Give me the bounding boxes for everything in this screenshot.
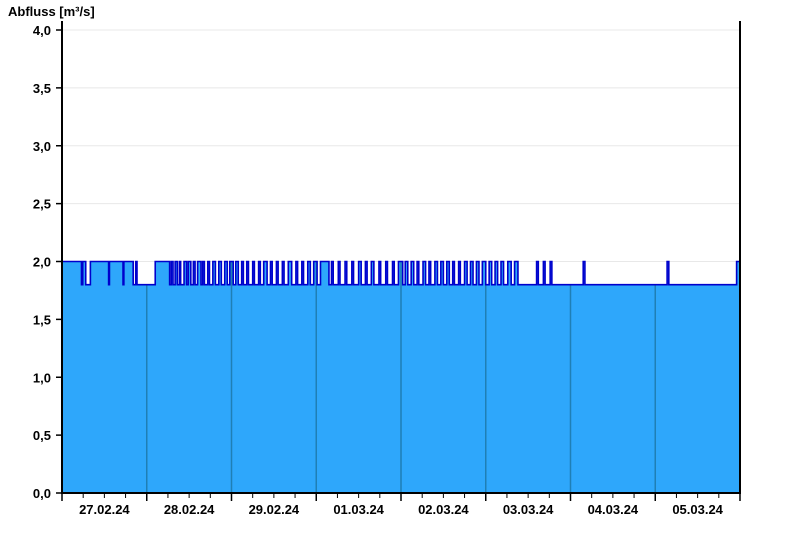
y-tick-label: 1,5 (33, 312, 51, 327)
y-tick-label: 2,0 (33, 255, 51, 270)
x-tick-label: 02.03.24 (418, 502, 469, 517)
x-tick-label: 03.03.24 (503, 502, 554, 517)
y-tick-label: 0,0 (33, 486, 51, 501)
y-tick-label: 3,0 (33, 139, 51, 154)
y-tick-label: 2,5 (33, 197, 51, 212)
y-tick-label: 3,5 (33, 81, 51, 96)
y-tick-label: 4,0 (33, 23, 51, 38)
data-line (62, 260, 740, 286)
y-tick-label: 0,5 (33, 428, 51, 443)
day-gridlines-in-fill (146, 261, 656, 493)
chart-title: Abfluss [m³/s] (8, 4, 95, 19)
x-tick-label: 04.03.24 (588, 502, 639, 517)
x-tick-label: 29.02.24 (249, 502, 300, 517)
x-tick-label: 27.02.24 (79, 502, 130, 517)
x-tick-label: 01.03.24 (333, 502, 384, 517)
y-tick-label: 1,0 (33, 370, 51, 385)
x-tick-label: 28.02.24 (164, 502, 215, 517)
x-tick-label: 05.03.24 (672, 502, 723, 517)
